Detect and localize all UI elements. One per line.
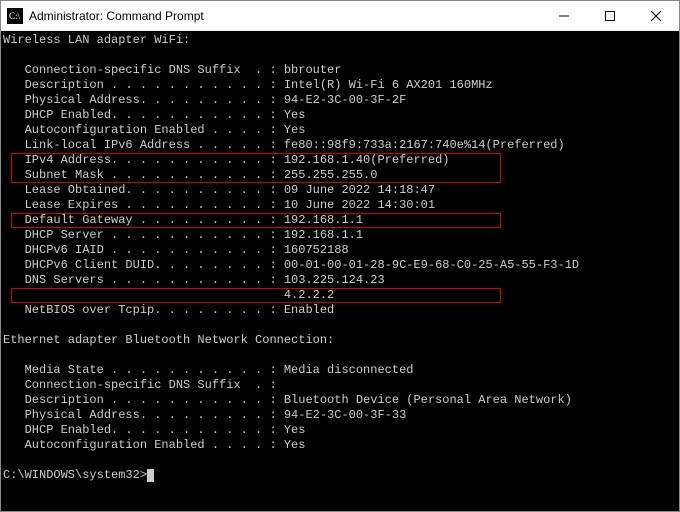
- terminal-line: Link-local IPv6 Address . . . . . : fe80…: [3, 138, 679, 153]
- terminal-line: DNS Servers . . . . . . . . . . . : 103.…: [3, 273, 679, 288]
- terminal-line: Lease Obtained. . . . . . . . . . : 09 J…: [3, 183, 679, 198]
- minimize-button[interactable]: [541, 1, 587, 31]
- terminal-line: Connection-specific DNS Suffix . :: [3, 378, 679, 393]
- terminal-line: [3, 453, 679, 468]
- cursor: [147, 469, 154, 482]
- terminal-line: Description . . . . . . . . . . . : Inte…: [3, 78, 679, 93]
- terminal-line: Default Gateway . . . . . . . . . : 192.…: [3, 213, 679, 228]
- terminal-line: Description . . . . . . . . . . . : Blue…: [3, 393, 679, 408]
- terminal-line: DHCP Enabled. . . . . . . . . . . : Yes: [3, 423, 679, 438]
- titlebar[interactable]: C:\ Administrator: Command Prompt: [1, 1, 679, 31]
- terminal-line: Media State . . . . . . . . . . . : Medi…: [3, 363, 679, 378]
- prompt-line: C:\WINDOWS\system32>: [3, 468, 679, 483]
- terminal-line: Wireless LAN adapter WiFi:: [3, 33, 679, 48]
- terminal-line: [3, 318, 679, 333]
- terminal-line: Autoconfiguration Enabled . . . . : Yes: [3, 123, 679, 138]
- close-button[interactable]: [633, 1, 679, 31]
- terminal-output[interactable]: Wireless LAN adapter WiFi: Connection-sp…: [1, 31, 679, 511]
- terminal-line: Lease Expires . . . . . . . . . . : 10 J…: [3, 198, 679, 213]
- command-prompt-window: C:\ Administrator: Command Prompt Wirele…: [0, 0, 680, 512]
- window-title: Administrator: Command Prompt: [29, 9, 541, 23]
- terminal-line: Subnet Mask . . . . . . . . . . . : 255.…: [3, 168, 679, 183]
- maximize-button[interactable]: [587, 1, 633, 31]
- svg-text:C:\: C:\: [9, 11, 21, 21]
- terminal-line: Physical Address. . . . . . . . . : 94-E…: [3, 408, 679, 423]
- terminal-line: DHCP Enabled. . . . . . . . . . . : Yes: [3, 108, 679, 123]
- cmd-icon: C:\: [7, 8, 23, 24]
- terminal-line: DHCPv6 IAID . . . . . . . . . . . : 1607…: [3, 243, 679, 258]
- terminal-line: [3, 48, 679, 63]
- terminal-line: Connection-specific DNS Suffix . : bbrou…: [3, 63, 679, 78]
- terminal-line: Physical Address. . . . . . . . . : 94-E…: [3, 93, 679, 108]
- terminal-line: IPv4 Address. . . . . . . . . . . : 192.…: [3, 153, 679, 168]
- terminal-line: DHCPv6 Client DUID. . . . . . . . : 00-0…: [3, 258, 679, 273]
- terminal-line: [3, 348, 679, 363]
- terminal-line: Autoconfiguration Enabled . . . . : Yes: [3, 438, 679, 453]
- terminal-line: Ethernet adapter Bluetooth Network Conne…: [3, 333, 679, 348]
- terminal-line: 4.2.2.2: [3, 288, 679, 303]
- terminal-line: DHCP Server . . . . . . . . . . . : 192.…: [3, 228, 679, 243]
- terminal-line: NetBIOS over Tcpip. . . . . . . . : Enab…: [3, 303, 679, 318]
